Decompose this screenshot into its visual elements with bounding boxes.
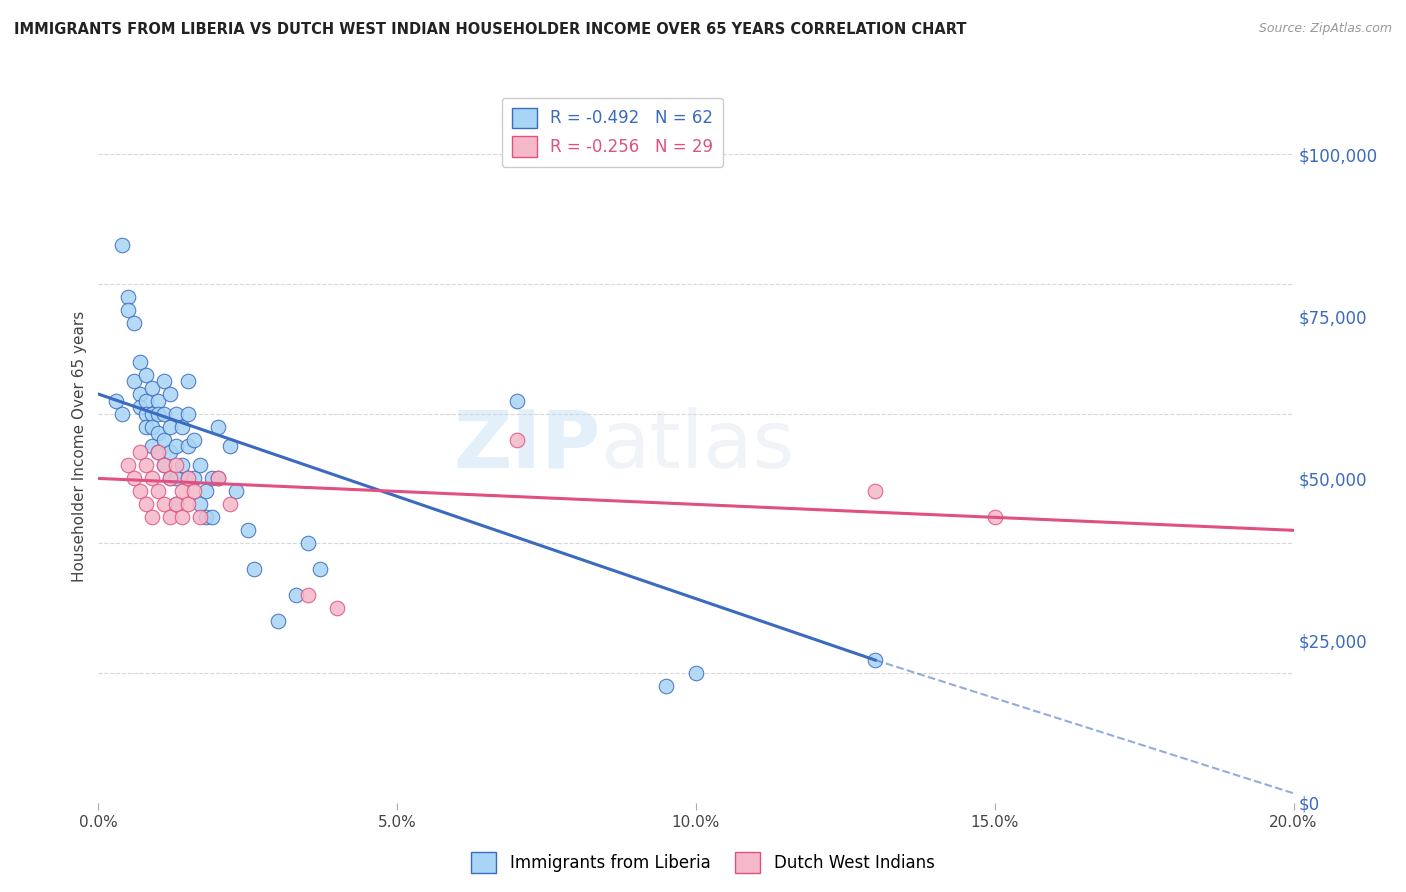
Legend: Immigrants from Liberia, Dutch West Indians: Immigrants from Liberia, Dutch West Indi… [465, 846, 941, 880]
Point [207, 419, 229, 434]
Legend: R = -0.492   N = 62, R = -0.256   N = 29: R = -0.492 N = 62, R = -0.256 N = 29 [502, 97, 723, 167]
Point [124, 316, 146, 330]
Point [165, 458, 187, 473]
Point [177, 471, 200, 485]
Point [177, 497, 200, 511]
Point [148, 407, 170, 421]
Point [117, 458, 139, 473]
Point [111, 407, 134, 421]
Point [124, 374, 146, 388]
Point [135, 497, 157, 511]
Point [865, 653, 887, 667]
Point [219, 439, 242, 453]
Point [148, 425, 170, 440]
Point [148, 484, 170, 499]
Point [172, 419, 194, 434]
Point [129, 484, 152, 499]
Point [135, 458, 157, 473]
Point [129, 354, 152, 368]
Point [153, 458, 176, 473]
Point [172, 458, 194, 473]
Point [207, 471, 229, 485]
Point [188, 497, 211, 511]
Point [201, 471, 224, 485]
Text: atlas: atlas [600, 407, 794, 485]
Point [165, 407, 187, 421]
Point [153, 374, 176, 388]
Point [153, 458, 176, 473]
Point [183, 471, 205, 485]
Point [111, 238, 134, 252]
Point [135, 393, 157, 408]
Point [141, 407, 163, 421]
Point [141, 439, 163, 453]
Point [506, 393, 529, 408]
Point [172, 484, 194, 499]
Point [159, 471, 181, 485]
Point [129, 400, 152, 414]
Point [506, 433, 529, 447]
Point [188, 458, 211, 473]
Point [165, 497, 187, 511]
Point [124, 471, 146, 485]
Point [865, 484, 887, 499]
Point [188, 510, 211, 524]
Point [195, 484, 218, 499]
Point [135, 368, 157, 382]
Point [159, 387, 181, 401]
Point [172, 510, 194, 524]
Point [105, 393, 128, 408]
Point [141, 471, 163, 485]
Point [165, 497, 187, 511]
Point [177, 407, 200, 421]
Point [117, 290, 139, 304]
Point [117, 302, 139, 317]
Point [153, 497, 176, 511]
Point [267, 614, 290, 628]
Point [148, 445, 170, 459]
Point [135, 407, 157, 421]
Point [655, 679, 678, 693]
Point [153, 433, 176, 447]
Point [284, 588, 307, 602]
Point [236, 524, 259, 538]
Point [177, 439, 200, 453]
Point [177, 374, 200, 388]
Point [219, 497, 242, 511]
Point [141, 419, 163, 434]
Point [141, 381, 163, 395]
Point [984, 510, 1007, 524]
Point [135, 419, 157, 434]
Point [129, 387, 152, 401]
Point [148, 445, 170, 459]
Point [297, 536, 319, 550]
Point [159, 419, 181, 434]
Point [148, 393, 170, 408]
Point [159, 510, 181, 524]
Point [195, 510, 218, 524]
Point [183, 433, 205, 447]
Point [177, 471, 200, 485]
Point [183, 484, 205, 499]
Point [141, 510, 163, 524]
Point [159, 445, 181, 459]
Point [153, 407, 176, 421]
Point [165, 439, 187, 453]
Y-axis label: Householder Income Over 65 years: Householder Income Over 65 years [72, 310, 87, 582]
Point [159, 471, 181, 485]
Point [297, 588, 319, 602]
Point [165, 471, 187, 485]
Point [129, 445, 152, 459]
Point [243, 562, 266, 576]
Point [326, 601, 349, 615]
Point [201, 510, 224, 524]
Point [685, 666, 707, 681]
Point [225, 484, 247, 499]
Text: ZIP: ZIP [453, 407, 600, 485]
Point [308, 562, 330, 576]
Point [207, 471, 229, 485]
Text: IMMIGRANTS FROM LIBERIA VS DUTCH WEST INDIAN HOUSEHOLDER INCOME OVER 65 YEARS CO: IMMIGRANTS FROM LIBERIA VS DUTCH WEST IN… [14, 22, 966, 37]
Text: Source: ZipAtlas.com: Source: ZipAtlas.com [1258, 22, 1392, 36]
